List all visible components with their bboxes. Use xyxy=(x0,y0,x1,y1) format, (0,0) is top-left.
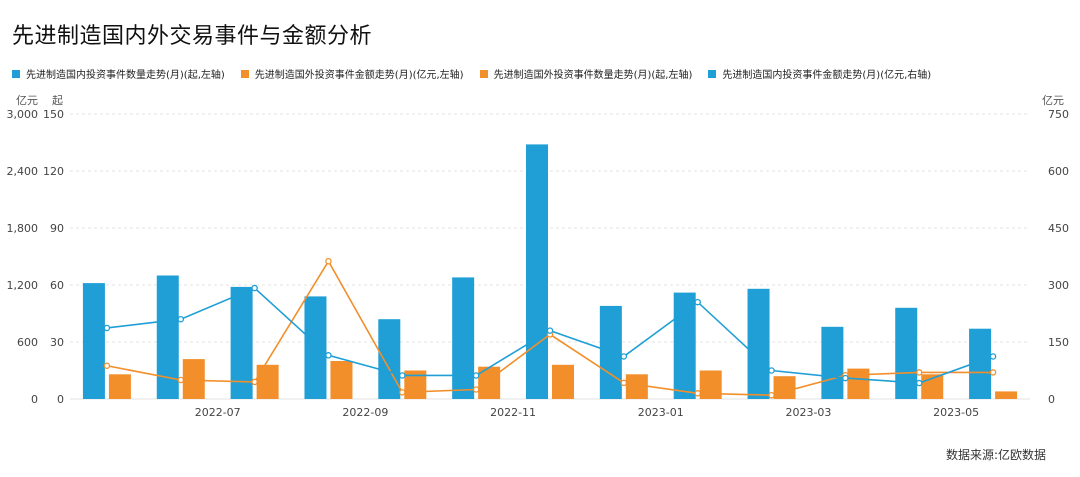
bar-domestic-count[interactable] xyxy=(378,319,401,399)
domestic-amount-point[interactable] xyxy=(325,352,332,359)
y-left-count-tick-label: 90 xyxy=(50,222,64,235)
y-left-amount-tick-label: 0 xyxy=(31,393,38,406)
legend-item-domestic-count[interactable]: 先进制造国内投资事件数量走势(月)(起,左轴) xyxy=(12,66,225,81)
bar-foreign-count[interactable] xyxy=(256,364,279,399)
foreign-amount-point[interactable] xyxy=(915,369,923,376)
y-left-count-tick-label: 150 xyxy=(43,108,64,121)
bar-foreign-count[interactable] xyxy=(995,391,1018,399)
domestic-amount-point[interactable] xyxy=(694,298,701,306)
data-source: 数据来源:亿欧数据 xyxy=(945,448,1046,462)
x-tick-label: 2023-01 xyxy=(638,406,684,419)
foreign-amount-point[interactable] xyxy=(472,386,480,393)
bar-domestic-count[interactable] xyxy=(747,288,770,399)
x-tick-label: 2023-05 xyxy=(933,406,979,419)
bar-domestic-count[interactable] xyxy=(156,275,179,400)
domestic-amount-point[interactable] xyxy=(620,353,628,360)
domestic-amount-point[interactable] xyxy=(546,327,554,334)
foreign-amount-point[interactable] xyxy=(325,257,332,265)
y-left-amount-tick-label: 1,800 xyxy=(7,222,39,235)
bar-domestic-count[interactable] xyxy=(821,326,844,399)
bar-domestic-count[interactable] xyxy=(82,283,105,399)
y-right-tick-label: 300 xyxy=(1048,279,1069,292)
foreign-amount-point[interactable] xyxy=(694,390,701,397)
x-tick-label: 2023-03 xyxy=(785,406,831,419)
y-left-amount-tick-label: 3,000 xyxy=(7,108,39,121)
y-right-tick-label: 150 xyxy=(1048,336,1069,349)
domestic-amount-point[interactable] xyxy=(177,315,185,323)
x-tick-label: 2022-07 xyxy=(195,406,241,419)
bar-domestic-count[interactable] xyxy=(673,292,696,399)
legend-label: 先进制造国外投资事件金额走势(月)(亿元,左轴) xyxy=(254,70,464,81)
bar-foreign-count[interactable] xyxy=(773,376,796,399)
y-right-tick-label: 750 xyxy=(1048,108,1069,121)
foreign-amount-point[interactable] xyxy=(103,362,111,369)
legend-swatch xyxy=(12,69,20,78)
y-left-count-tick-label: 30 xyxy=(50,336,64,349)
y-left-count-tick-label: 60 xyxy=(50,279,64,292)
foreign-amount-point[interactable] xyxy=(251,378,258,386)
legend-item-foreign-count[interactable]: 先进制造国外投资事件数量走势(月)(起,左轴) xyxy=(479,66,693,81)
y-right-tick-label: 450 xyxy=(1048,222,1069,235)
foreign-amount-point[interactable] xyxy=(177,376,185,384)
bar-domestic-count[interactable] xyxy=(304,296,327,399)
domestic-amount-point[interactable] xyxy=(472,372,480,379)
foreign-amount-point[interactable] xyxy=(399,389,406,396)
y-left-count-tick-label: 120 xyxy=(43,165,64,178)
legend-label: 先进制造国外投资事件数量走势(月)(起,左轴) xyxy=(493,70,693,81)
domestic-amount-point[interactable] xyxy=(251,284,258,292)
foreign-amount-point[interactable] xyxy=(620,379,628,387)
legend-swatch xyxy=(240,69,249,78)
bar-domestic-count[interactable] xyxy=(526,144,548,399)
y-left-amount-tick-label: 600 xyxy=(17,336,38,349)
x-tick-label: 2022-11 xyxy=(490,406,536,419)
bar-foreign-count[interactable] xyxy=(625,374,648,399)
domestic-amount-point[interactable] xyxy=(768,367,775,374)
domestic-amount-point[interactable] xyxy=(842,374,849,382)
domestic-amount-point[interactable] xyxy=(399,372,406,379)
legend-item-foreign-amount[interactable]: 先进制造国外投资事件金额走势(月)(亿元,左轴) xyxy=(240,66,464,81)
domestic-amount-point[interactable] xyxy=(915,379,923,387)
x-tick-label: 2022-09 xyxy=(342,406,388,419)
domestic-amount-point[interactable] xyxy=(989,353,997,360)
bar-domestic-count[interactable] xyxy=(969,328,992,399)
y-left-amount-tick-label: 2,400 xyxy=(7,165,39,178)
left-count-unit: 起 xyxy=(52,94,63,107)
bar-foreign-count[interactable] xyxy=(108,374,131,399)
y-left-amount-tick-label: 1,200 xyxy=(7,279,39,292)
bar-domestic-count[interactable] xyxy=(452,277,475,399)
y-right-tick-label: 0 xyxy=(1048,393,1055,406)
domestic-amount-point[interactable] xyxy=(103,324,111,332)
right-amount-unit: 亿元 xyxy=(1042,94,1064,107)
legend-swatch xyxy=(479,69,488,78)
legend-item-domestic-amount[interactable]: 先进制造国内投资事件金额走势(月)(亿元,右轴) xyxy=(708,66,931,81)
legend-label: 先进制造国内投资事件金额走势(月)(亿元,右轴) xyxy=(722,70,932,81)
legend-label: 先进制造国内投资事件数量走势(月)(起,左轴) xyxy=(26,70,225,81)
legend: 先进制造国内投资事件数量走势(月)(起,左轴) 先进制造国外投资事件金额走势(月… xyxy=(12,66,931,81)
bar-domestic-count[interactable] xyxy=(230,286,253,399)
chart-title: 先进制造国内外交易事件与金额分析 xyxy=(12,24,373,49)
bar-foreign-count[interactable] xyxy=(182,359,205,399)
left-amount-unit: 亿元 xyxy=(16,94,38,107)
y-right-tick-label: 600 xyxy=(1048,165,1069,178)
bar-foreign-count[interactable] xyxy=(847,368,870,399)
bar-foreign-count[interactable] xyxy=(552,364,574,399)
y-left-count-tick-label: 0 xyxy=(57,393,64,406)
foreign-amount-point[interactable] xyxy=(768,391,775,399)
bar-foreign-count[interactable] xyxy=(699,370,722,400)
legend-swatch xyxy=(708,69,717,78)
bar-foreign-count[interactable] xyxy=(330,361,353,399)
foreign-amount-point[interactable] xyxy=(989,369,997,376)
bar-domestic-count[interactable] xyxy=(895,307,918,399)
